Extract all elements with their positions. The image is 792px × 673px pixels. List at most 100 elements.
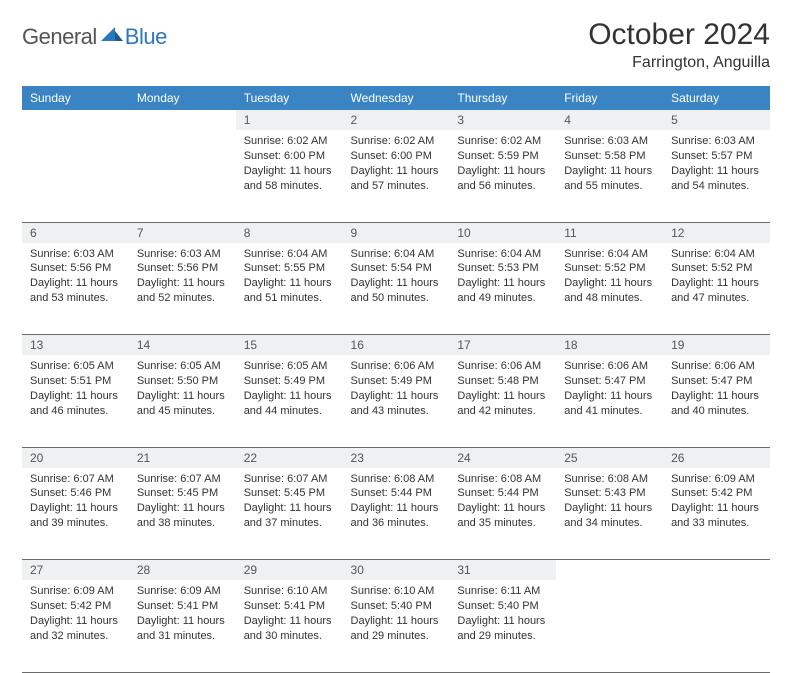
week-row: Sunrise: 6:03 AMSunset: 5:56 PMDaylight:…: [22, 243, 770, 335]
logo: General Blue: [22, 18, 167, 50]
day-number: 18: [556, 335, 663, 356]
day-details: Sunrise: 6:04 AMSunset: 5:54 PMDaylight:…: [343, 243, 450, 312]
day-cell: Sunrise: 6:11 AMSunset: 5:40 PMDaylight:…: [449, 580, 556, 672]
day-number: 19: [663, 335, 770, 356]
day-number: 17: [449, 335, 556, 356]
day-number: 6: [22, 222, 129, 243]
day-details: Sunrise: 6:03 AMSunset: 5:56 PMDaylight:…: [22, 243, 129, 312]
page-title: October 2024: [588, 18, 770, 52]
day-number: 7: [129, 222, 236, 243]
day-cell: Sunrise: 6:09 AMSunset: 5:41 PMDaylight:…: [129, 580, 236, 672]
day-details: Sunrise: 6:05 AMSunset: 5:50 PMDaylight:…: [129, 355, 236, 424]
day-details: Sunrise: 6:03 AMSunset: 5:56 PMDaylight:…: [129, 243, 236, 312]
day-details: Sunrise: 6:02 AMSunset: 6:00 PMDaylight:…: [343, 130, 450, 199]
day-number: 29: [236, 560, 343, 581]
day-cell: [663, 580, 770, 672]
day-number: 15: [236, 335, 343, 356]
day-number: 16: [343, 335, 450, 356]
day-details: Sunrise: 6:08 AMSunset: 5:43 PMDaylight:…: [556, 468, 663, 537]
week-row: Sunrise: 6:02 AMSunset: 6:00 PMDaylight:…: [22, 130, 770, 222]
day-number: 8: [236, 222, 343, 243]
day-number: [22, 110, 129, 130]
location: Farrington, Anguilla: [588, 54, 770, 72]
daynum-row: 6789101112: [22, 222, 770, 243]
day-cell: Sunrise: 6:07 AMSunset: 5:45 PMDaylight:…: [129, 468, 236, 560]
title-block: October 2024 Farrington, Anguilla: [588, 18, 770, 72]
header: General Blue October 2024 Farrington, An…: [22, 18, 770, 72]
day-number: 21: [129, 447, 236, 468]
day-number: 28: [129, 560, 236, 581]
day-details: Sunrise: 6:09 AMSunset: 5:42 PMDaylight:…: [663, 468, 770, 537]
day-header: Wednesday: [343, 86, 450, 110]
day-cell: Sunrise: 6:03 AMSunset: 5:58 PMDaylight:…: [556, 130, 663, 222]
day-details: Sunrise: 6:07 AMSunset: 5:45 PMDaylight:…: [129, 468, 236, 537]
day-number: 2: [343, 110, 450, 130]
day-details: Sunrise: 6:04 AMSunset: 5:53 PMDaylight:…: [449, 243, 556, 312]
day-cell: Sunrise: 6:06 AMSunset: 5:47 PMDaylight:…: [556, 355, 663, 447]
day-number: 26: [663, 447, 770, 468]
logo-text-blue: Blue: [125, 24, 167, 50]
day-cell: Sunrise: 6:03 AMSunset: 5:56 PMDaylight:…: [22, 243, 129, 335]
calendar-table: SundayMondayTuesdayWednesdayThursdayFrid…: [22, 86, 770, 673]
day-cell: Sunrise: 6:04 AMSunset: 5:52 PMDaylight:…: [663, 243, 770, 335]
week-row: Sunrise: 6:05 AMSunset: 5:51 PMDaylight:…: [22, 355, 770, 447]
day-details: Sunrise: 6:06 AMSunset: 5:47 PMDaylight:…: [556, 355, 663, 424]
day-cell: Sunrise: 6:02 AMSunset: 6:00 PMDaylight:…: [236, 130, 343, 222]
day-header: Tuesday: [236, 86, 343, 110]
day-details: Sunrise: 6:08 AMSunset: 5:44 PMDaylight:…: [449, 468, 556, 537]
week-row: Sunrise: 6:07 AMSunset: 5:46 PMDaylight:…: [22, 468, 770, 560]
day-number: [663, 560, 770, 581]
week-row: Sunrise: 6:09 AMSunset: 5:42 PMDaylight:…: [22, 580, 770, 672]
day-details: Sunrise: 6:08 AMSunset: 5:44 PMDaylight:…: [343, 468, 450, 537]
day-details: Sunrise: 6:05 AMSunset: 5:49 PMDaylight:…: [236, 355, 343, 424]
day-number: [556, 560, 663, 581]
day-number: 12: [663, 222, 770, 243]
day-details: Sunrise: 6:06 AMSunset: 5:47 PMDaylight:…: [663, 355, 770, 424]
day-number: 25: [556, 447, 663, 468]
logo-text-general: General: [22, 24, 97, 50]
day-header: Sunday: [22, 86, 129, 110]
day-header: Saturday: [663, 86, 770, 110]
daynum-row: 2728293031: [22, 560, 770, 581]
day-cell: Sunrise: 6:09 AMSunset: 5:42 PMDaylight:…: [22, 580, 129, 672]
day-cell: Sunrise: 6:07 AMSunset: 5:46 PMDaylight:…: [22, 468, 129, 560]
day-details: Sunrise: 6:09 AMSunset: 5:41 PMDaylight:…: [129, 580, 236, 649]
day-details: Sunrise: 6:09 AMSunset: 5:42 PMDaylight:…: [22, 580, 129, 649]
day-number: 14: [129, 335, 236, 356]
day-cell: [22, 130, 129, 222]
day-details: Sunrise: 6:07 AMSunset: 5:45 PMDaylight:…: [236, 468, 343, 537]
day-number: 24: [449, 447, 556, 468]
day-cell: Sunrise: 6:03 AMSunset: 5:56 PMDaylight:…: [129, 243, 236, 335]
day-cell: Sunrise: 6:07 AMSunset: 5:45 PMDaylight:…: [236, 468, 343, 560]
day-number: 11: [556, 222, 663, 243]
day-cell: Sunrise: 6:03 AMSunset: 5:57 PMDaylight:…: [663, 130, 770, 222]
day-number: 23: [343, 447, 450, 468]
day-number: 31: [449, 560, 556, 581]
day-number: 10: [449, 222, 556, 243]
day-header: Monday: [129, 86, 236, 110]
day-cell: Sunrise: 6:06 AMSunset: 5:48 PMDaylight:…: [449, 355, 556, 447]
day-cell: Sunrise: 6:04 AMSunset: 5:55 PMDaylight:…: [236, 243, 343, 335]
day-cell: Sunrise: 6:08 AMSunset: 5:43 PMDaylight:…: [556, 468, 663, 560]
day-details: Sunrise: 6:06 AMSunset: 5:49 PMDaylight:…: [343, 355, 450, 424]
day-details: Sunrise: 6:02 AMSunset: 5:59 PMDaylight:…: [449, 130, 556, 199]
daynum-row: 20212223242526: [22, 447, 770, 468]
day-header: Friday: [556, 86, 663, 110]
day-cell: Sunrise: 6:08 AMSunset: 5:44 PMDaylight:…: [343, 468, 450, 560]
day-details: Sunrise: 6:03 AMSunset: 5:57 PMDaylight:…: [663, 130, 770, 199]
daynum-row: 12345: [22, 110, 770, 130]
day-cell: Sunrise: 6:06 AMSunset: 5:49 PMDaylight:…: [343, 355, 450, 447]
day-number: [129, 110, 236, 130]
day-number: 22: [236, 447, 343, 468]
day-cell: Sunrise: 6:02 AMSunset: 6:00 PMDaylight:…: [343, 130, 450, 222]
day-details: Sunrise: 6:07 AMSunset: 5:46 PMDaylight:…: [22, 468, 129, 537]
day-cell: Sunrise: 6:09 AMSunset: 5:42 PMDaylight:…: [663, 468, 770, 560]
day-details: Sunrise: 6:11 AMSunset: 5:40 PMDaylight:…: [449, 580, 556, 649]
day-number: 3: [449, 110, 556, 130]
day-details: Sunrise: 6:02 AMSunset: 6:00 PMDaylight:…: [236, 130, 343, 199]
day-cell: Sunrise: 6:06 AMSunset: 5:47 PMDaylight:…: [663, 355, 770, 447]
day-cell: [129, 130, 236, 222]
logo-mark-icon: [101, 27, 123, 48]
day-cell: Sunrise: 6:10 AMSunset: 5:41 PMDaylight:…: [236, 580, 343, 672]
day-cell: Sunrise: 6:05 AMSunset: 5:51 PMDaylight:…: [22, 355, 129, 447]
